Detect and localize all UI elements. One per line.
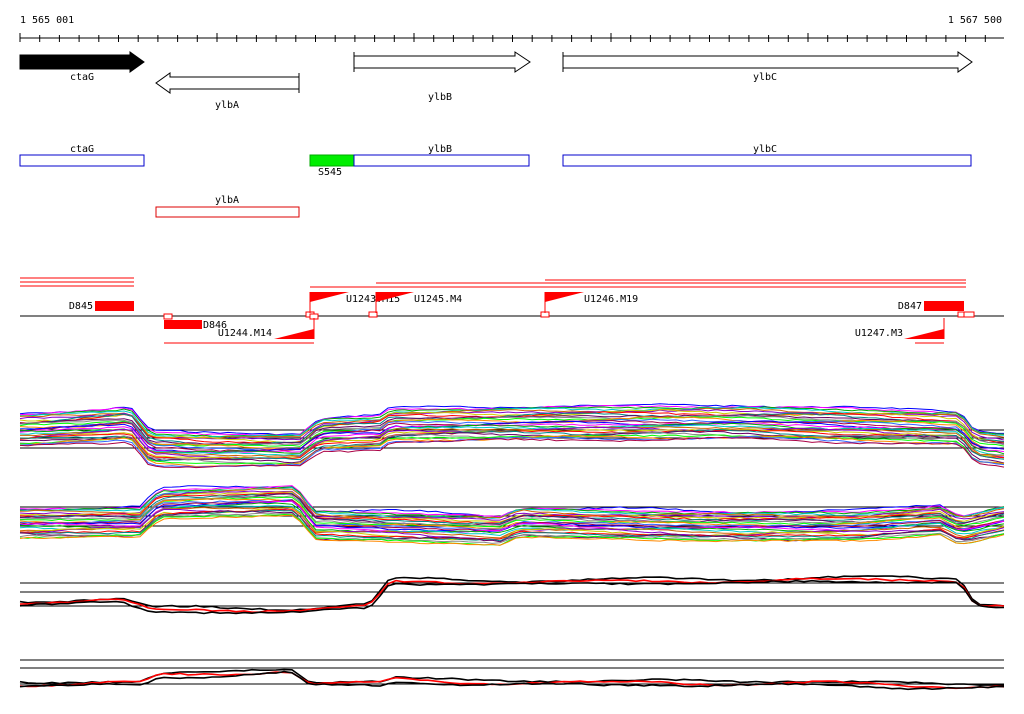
profile-line [19,670,1004,691]
ruler-start-label: 1 565 001 [20,15,74,26]
profile-line [19,486,1005,519]
profile-line [19,514,1005,546]
cds-label-ylbc: ylbC [753,144,777,155]
upshift-wedge-u1247[interactable] [904,329,944,339]
gene-label-ctag: ctaG [70,72,94,83]
expression-panel-3 [19,575,1005,615]
gene-arrow-ylbc[interactable] [562,51,973,73]
profile-line [19,436,1005,469]
expression-panel-4 [19,659,1005,691]
profile-line [19,508,1005,540]
profile-line [19,414,1005,446]
upshift-label-u1246: U1246.M19 [584,294,638,305]
upshift-label-u1245: U1245.M4 [414,294,462,305]
profile-line [19,579,1005,615]
downregulated-box-d846[interactable] [164,320,202,329]
cds-label-ctag: ctaG [70,144,94,155]
downregulated-box-d845[interactable] [95,301,134,311]
expression-panel-2 [19,485,1005,546]
profile-line [19,491,1005,523]
cds-label-ylba: ylbA [215,195,239,206]
profile-lines [19,403,1005,469]
gene-label-ylba: ylbA [215,100,239,111]
upshift-wedge-u1246[interactable] [545,292,584,302]
gene-arrow-ylba[interactable] [155,72,300,94]
profile-line [19,495,1005,527]
cds-box-ylbc[interactable] [562,154,972,167]
position-marker [963,311,975,318]
expression-panel-1 [19,403,1005,469]
profile-line [19,512,1005,544]
profile-line [19,492,1005,525]
downregulated-label-d845: D845 [69,301,93,312]
profile-line [19,506,1005,541]
position-marker [163,313,173,320]
profile-line [19,435,1005,468]
downregulated-box-d847[interactable] [924,301,964,311]
profile-line [19,513,1005,546]
gene-arrow-ylbb[interactable] [353,51,531,73]
profile-lines [19,575,1005,615]
upshift-label-u1247: U1247.M3 [855,328,903,339]
profile-line [19,498,1005,530]
cds-box-ylba[interactable] [155,206,300,218]
position-marker [368,311,378,318]
upshift-wedge-u1243[interactable] [310,292,349,302]
upshift-wedge-u1244[interactable] [274,329,314,339]
cds-track[interactable]: ctaG S545 ylbB ylbC ylbA [19,144,972,218]
cds-box-ctag[interactable] [19,154,145,167]
upshift-wedge-u1245[interactable] [376,292,414,302]
upshift-label-u1243: U1243.M15 [346,294,400,305]
upshift-label-u1244: U1244.M14 [218,328,272,339]
cds-label-ylbb: ylbB [428,144,452,155]
signal-box-s545[interactable] [309,154,355,167]
feature-track[interactable]: D845 D846 D847 U1243.M15 U1245.M4 U1246.… [20,277,1004,344]
gene-track[interactable]: ctaG ylbA ylbB ylbC [19,51,973,111]
profile-lines [19,485,1005,546]
profile-line [19,575,1005,612]
signal-label-s545: S545 [318,167,342,178]
profile-line [19,403,1005,436]
gene-arrow-ctag[interactable] [19,51,145,73]
profile-lines [19,668,1005,691]
downregulated-label-d846: D846 [203,320,227,331]
downregulated-label-d847: D847 [898,301,922,312]
cds-box-ylbb[interactable] [353,154,530,167]
gene-label-ylbb: ylbB [428,92,452,103]
ruler-ticks [19,33,986,42]
gene-label-ylbc: ylbC [753,72,777,83]
ruler-end-label: 1 567 500 [948,15,1002,26]
coordinate-ruler: 1 565 001 1 567 500 [19,15,1004,42]
profile-line [19,496,1005,528]
profile-line [19,500,1005,534]
